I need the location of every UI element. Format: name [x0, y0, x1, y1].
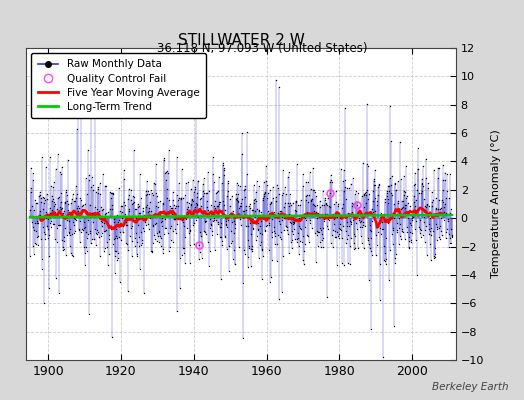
Text: Berkeley Earth: Berkeley Earth — [432, 382, 508, 392]
Y-axis label: Temperature Anomaly (°C): Temperature Anomaly (°C) — [491, 130, 501, 278]
Text: 36.118 N, 97.093 W (United States): 36.118 N, 97.093 W (United States) — [157, 42, 367, 55]
Title: STILLWATER 2 W: STILLWATER 2 W — [178, 33, 304, 48]
Legend: Raw Monthly Data, Quality Control Fail, Five Year Moving Average, Long-Term Tren: Raw Monthly Data, Quality Control Fail, … — [31, 53, 206, 118]
